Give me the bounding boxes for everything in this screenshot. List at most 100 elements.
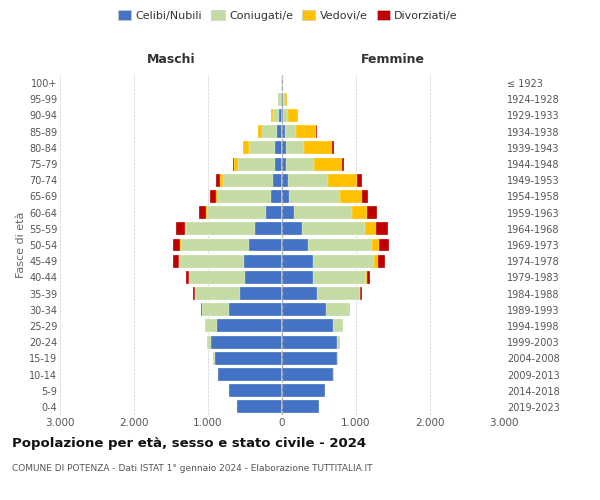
Bar <box>282 304 350 316</box>
Bar <box>282 142 332 154</box>
Bar <box>282 93 284 106</box>
Bar <box>282 336 340 348</box>
Bar <box>215 190 282 203</box>
Bar <box>218 368 282 381</box>
Bar <box>179 254 282 268</box>
Bar <box>215 352 282 365</box>
Bar <box>282 206 352 219</box>
Bar <box>213 352 282 365</box>
Bar <box>282 109 298 122</box>
Bar <box>282 271 365 284</box>
Bar <box>282 190 289 203</box>
Bar <box>282 384 325 397</box>
Bar <box>282 304 350 316</box>
Bar <box>282 174 358 186</box>
Bar <box>194 287 282 300</box>
Legend: Celibi/Nubili, Coniugati/e, Vedovi/e, Divorziati/e: Celibi/Nubili, Coniugati/e, Vedovi/e, Di… <box>113 6 463 25</box>
Bar <box>282 287 361 300</box>
Bar <box>176 222 282 235</box>
Bar <box>282 320 343 332</box>
Bar <box>229 384 282 397</box>
Bar <box>282 206 367 219</box>
Bar <box>257 125 282 138</box>
Bar <box>282 158 344 170</box>
Text: Femmine: Femmine <box>361 53 425 66</box>
Bar <box>223 174 282 186</box>
Bar <box>281 76 282 90</box>
Bar <box>282 336 337 348</box>
Text: Maschi: Maschi <box>146 53 196 66</box>
Bar <box>243 142 282 154</box>
Bar <box>229 304 282 316</box>
Bar <box>282 158 286 170</box>
Bar <box>194 287 282 300</box>
Bar <box>238 158 282 170</box>
Bar <box>282 206 377 219</box>
Bar <box>282 320 334 332</box>
Bar <box>282 109 287 122</box>
Bar <box>282 125 317 138</box>
Bar <box>275 158 282 170</box>
Text: COMUNE DI POTENZA - Dati ISTAT 1° gennaio 2024 - Elaborazione TUTTITALIA.IT: COMUNE DI POTENZA - Dati ISTAT 1° gennai… <box>12 464 373 473</box>
Bar <box>281 76 282 90</box>
Bar <box>282 271 313 284</box>
Bar <box>205 320 282 332</box>
Bar <box>282 125 285 138</box>
Bar <box>282 125 316 138</box>
Bar <box>229 384 282 397</box>
Bar <box>282 271 370 284</box>
Bar <box>217 320 282 332</box>
Bar <box>218 190 282 203</box>
Bar <box>210 190 282 203</box>
Bar <box>282 93 287 106</box>
Bar <box>237 400 282 413</box>
Bar <box>282 352 338 365</box>
Bar <box>257 125 282 138</box>
Bar <box>275 142 282 154</box>
Bar <box>273 174 282 186</box>
Bar <box>282 336 340 348</box>
Bar <box>282 142 304 154</box>
Bar <box>282 158 342 170</box>
Bar <box>193 287 282 300</box>
Bar <box>282 109 283 122</box>
Bar <box>207 336 282 348</box>
Bar <box>202 304 282 316</box>
Bar <box>282 287 360 300</box>
Bar <box>282 174 362 186</box>
Bar <box>173 254 282 268</box>
Bar <box>213 352 282 365</box>
Bar <box>282 158 314 170</box>
Bar <box>237 400 282 413</box>
Bar <box>282 400 319 413</box>
Bar <box>282 142 286 154</box>
Bar <box>282 238 379 252</box>
Bar <box>277 125 282 138</box>
Bar <box>282 125 296 138</box>
Bar <box>173 238 282 252</box>
Bar <box>207 206 282 219</box>
Bar <box>245 271 282 284</box>
Bar <box>282 400 319 413</box>
Bar <box>282 384 325 397</box>
Bar <box>282 222 302 235</box>
Bar <box>282 238 372 252</box>
Bar <box>218 368 282 381</box>
Bar <box>207 336 282 348</box>
Bar <box>282 206 294 219</box>
Bar <box>282 142 334 154</box>
Bar <box>282 93 283 106</box>
Bar <box>282 174 288 186</box>
Bar <box>243 142 282 154</box>
Bar <box>281 93 282 106</box>
Bar <box>282 384 325 397</box>
Bar <box>189 271 282 284</box>
Bar <box>282 238 389 252</box>
Bar <box>282 190 362 203</box>
Bar <box>278 93 282 106</box>
Bar <box>186 222 282 235</box>
Bar <box>282 320 343 332</box>
Bar <box>281 76 282 90</box>
Bar <box>271 190 282 203</box>
Bar <box>234 158 282 170</box>
